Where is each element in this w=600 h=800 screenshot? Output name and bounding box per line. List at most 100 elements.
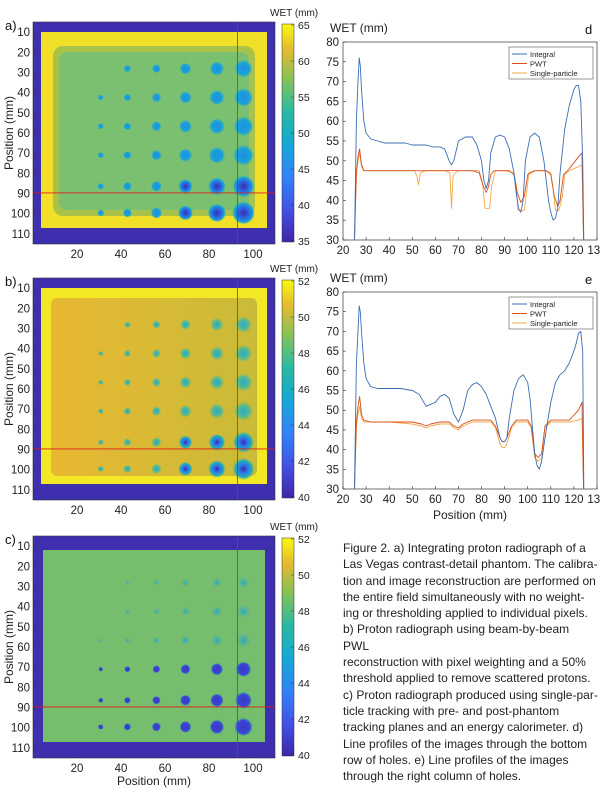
y-tick-label: 90	[17, 189, 30, 201]
phantom-hole	[177, 461, 193, 477]
caption-line: Line profiles of the images through the …	[343, 736, 588, 751]
phantom-hole	[151, 92, 162, 103]
panel-letter: d	[585, 22, 592, 37]
phantom-hole	[150, 463, 163, 475]
x-tick-label: 70	[452, 245, 465, 257]
phantom-hole	[97, 94, 104, 101]
x-axis-label: Position (mm)	[433, 508, 507, 522]
phantom-hole	[98, 638, 103, 643]
x-tick-label: 100	[518, 245, 537, 257]
phantom-hole	[209, 89, 225, 106]
y-tick-label: 50	[17, 622, 30, 634]
colorbar-tick-label: 46	[298, 384, 310, 396]
colorbar-tick-label: 42	[298, 456, 310, 468]
y-tick-label: 90	[17, 445, 30, 457]
y-tick-label: 70	[326, 77, 339, 89]
x-tick-label: 20	[71, 505, 84, 517]
y-tick-label: 75	[326, 307, 339, 319]
caption-line: the entire field simultaneously with no …	[343, 589, 585, 604]
phantom-hole	[152, 696, 161, 705]
phantom-body	[51, 298, 257, 476]
colorbar-tick-label: 45	[298, 164, 310, 176]
phantom-hole	[181, 607, 190, 616]
y-tick-label: 80	[326, 37, 339, 49]
x-axis: 20 40 60 80 100	[71, 497, 263, 517]
phantom-hole	[178, 404, 193, 419]
phantom-hole	[97, 379, 104, 386]
x-axis-label: Position (mm)	[117, 774, 191, 788]
colorbar-tick-label: 46	[298, 642, 310, 654]
caption-line: threshold applied to remove scattered pr…	[343, 671, 591, 686]
x-tick-label: 20	[337, 245, 350, 257]
x-tick-label: 50	[406, 245, 419, 257]
y-tick-label: 60	[17, 384, 30, 396]
legend-label: Integral	[530, 300, 555, 309]
x-axis: 20 30 40 50 60 70 80 90 100 110 120 130	[337, 237, 600, 257]
phantom-hole	[123, 122, 132, 131]
colorbar-title: WET (mm)	[270, 264, 318, 275]
colorbar-tick-label: 52	[298, 534, 310, 546]
phantom-hole	[151, 149, 162, 161]
series-line-pwt	[354, 395, 585, 490]
x-tick-label: 40	[383, 494, 396, 506]
colorbar-tick-label: 50	[298, 312, 310, 324]
phantom-hole	[208, 146, 226, 164]
x-tick-label: 120	[564, 494, 583, 506]
x-axis: 20 40 60 80 100	[71, 241, 263, 261]
colorbar-tick-label: 40	[298, 200, 310, 212]
y-tick-label: 30	[17, 67, 30, 79]
y-tick-label: 30	[326, 484, 339, 496]
colorbar-tick-label: 42	[298, 714, 310, 726]
y-axis-label: Position (mm)	[2, 96, 16, 170]
y-tick-label: 45	[326, 425, 339, 437]
phantom-hole	[178, 119, 192, 133]
x-tick-label: 40	[115, 249, 128, 261]
y-tick-label: 80	[17, 424, 30, 436]
legend-label: Single-particle	[530, 69, 578, 78]
colorbar: WET (mm)52 50 48 46 44 42 40	[270, 522, 318, 762]
radiograph-panel-a: 10 20 30 40 50 60 70 80 90 100 110 20 40 60 80 100 Posit…	[2, 8, 318, 261]
radiograph-panels: 10 20 30 40 50 60 70 80 90 100 110 20 40 60 80 100 Posit…	[2, 8, 318, 788]
y-axis: 10 20 30 40 50 60 70 80 90 100 110	[11, 27, 36, 241]
phantom-hole	[151, 64, 161, 74]
colorbar-tick-label: 44	[298, 678, 310, 690]
phantom-hole	[97, 152, 104, 159]
phantom-hole	[180, 694, 191, 706]
phantom-hole	[123, 65, 131, 73]
x-tick-label: 100	[243, 249, 262, 261]
x-tick-label: 70	[452, 494, 465, 506]
y-tick-label: 60	[17, 642, 30, 654]
x-tick-label: 20	[337, 494, 350, 506]
caption-line: through the right column of holes.	[343, 769, 522, 784]
y-tick-label: 10	[17, 27, 30, 39]
panel-letter: a)	[5, 18, 17, 33]
phantom-hole	[209, 345, 225, 362]
y-tick-label: 70	[17, 662, 30, 674]
colorbar-title: WET (mm)	[270, 8, 318, 19]
x-tick-label: 80	[475, 245, 488, 257]
colorbar: WET (mm)52 50 48 46 44 42 40	[270, 264, 318, 504]
phantom-hole	[123, 321, 131, 329]
phantom-hole	[150, 436, 162, 448]
y-tick-label: 50	[326, 156, 339, 168]
y-tick-label: 50	[17, 108, 30, 120]
x-tick-label: 90	[498, 245, 511, 257]
phantom-hole	[178, 148, 193, 163]
phantom-hole	[98, 666, 104, 672]
phantom-hole	[97, 350, 104, 357]
x-tick-label: 90	[498, 494, 511, 506]
y-tick-label: 40	[17, 88, 30, 100]
panel-letter: e	[585, 272, 592, 287]
y-tick-label: 40	[326, 445, 339, 457]
phantom-hole	[209, 61, 225, 76]
phantom-hole	[208, 118, 225, 135]
x-tick-label: 120	[564, 245, 583, 257]
legend-label: PWT	[530, 310, 547, 319]
phantom-hole	[97, 123, 104, 130]
caption-line: row of holes. e) Line profiles of the im…	[343, 752, 569, 767]
phantom-hole	[125, 580, 130, 585]
y-tick-label: 65	[326, 346, 339, 358]
y-tick-label: 50	[17, 364, 30, 376]
